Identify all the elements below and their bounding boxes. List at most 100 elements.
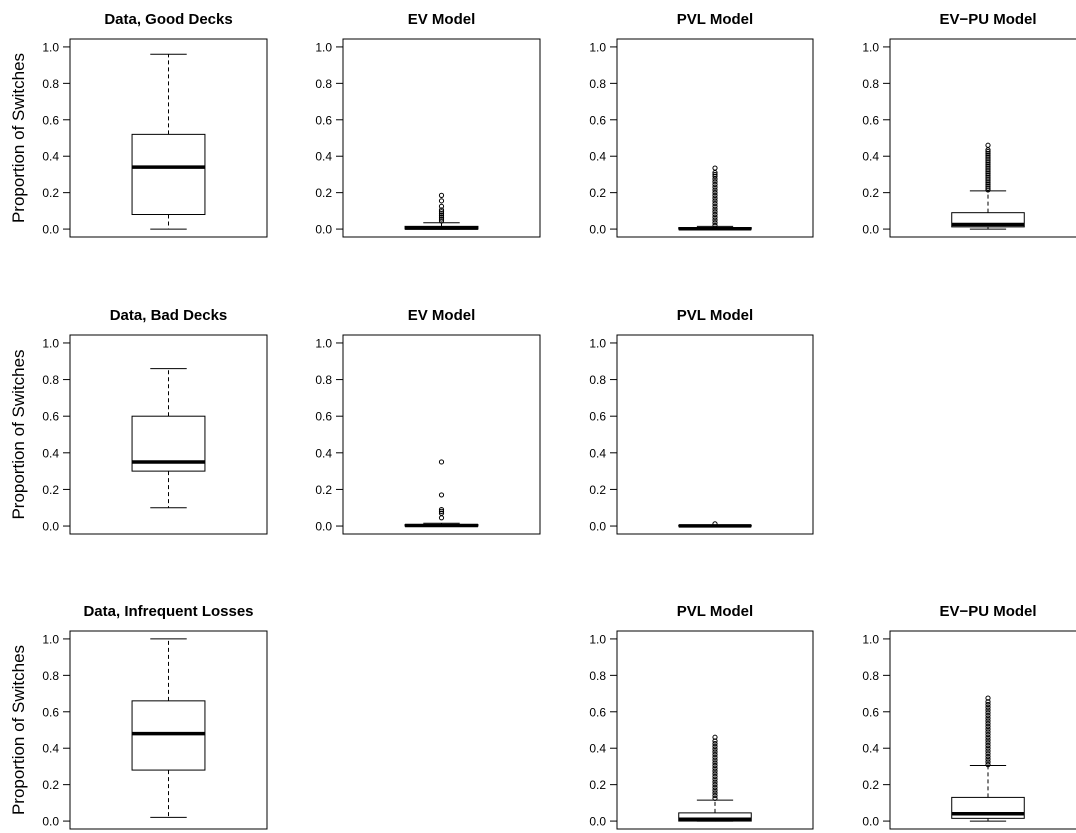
outlier-point bbox=[712, 190, 718, 196]
panel-title: EV Model bbox=[408, 307, 476, 324]
outlier-point bbox=[438, 508, 445, 514]
outlier-point bbox=[712, 784, 718, 790]
outlier-point bbox=[985, 165, 991, 171]
iqr-box bbox=[131, 700, 206, 771]
panel-title: PVL Model bbox=[677, 307, 753, 324]
outlier-point bbox=[712, 738, 718, 744]
outlier-point bbox=[985, 150, 991, 157]
outlier-point bbox=[985, 707, 991, 713]
y-tick-label: 0.0 bbox=[862, 815, 879, 829]
outlier-point bbox=[985, 169, 991, 175]
outlier-point bbox=[438, 515, 445, 521]
iqr-box bbox=[678, 812, 752, 822]
outlier-point bbox=[712, 776, 718, 782]
outlier-point bbox=[985, 704, 991, 710]
outlier-point bbox=[712, 171, 718, 178]
y-axis-label: Proportion of Switches bbox=[9, 53, 28, 223]
y-tick-label: 0.0 bbox=[315, 223, 332, 237]
outlier-point bbox=[438, 216, 445, 222]
outlier-point bbox=[985, 715, 991, 721]
outlier-point bbox=[985, 729, 991, 735]
outlier-point bbox=[712, 765, 718, 771]
y-tick-label: 0.8 bbox=[862, 77, 879, 91]
outlier-point bbox=[985, 699, 991, 705]
outlier-point bbox=[712, 792, 718, 799]
outlier-point bbox=[712, 198, 718, 204]
plot-frame bbox=[889, 630, 1076, 830]
plot-frame bbox=[616, 630, 814, 830]
outlier-point bbox=[438, 459, 445, 465]
y-tick-label: 0.0 bbox=[589, 223, 606, 237]
panel-title: EV−PU Model bbox=[939, 603, 1036, 620]
outlier-point bbox=[712, 195, 718, 201]
outlier-point bbox=[438, 209, 445, 215]
panel-title: Data, Bad Decks bbox=[110, 307, 228, 324]
outlier-point bbox=[712, 181, 718, 188]
plot-frame bbox=[342, 38, 541, 238]
y-tick-label: 0.4 bbox=[589, 446, 606, 460]
outlier-point bbox=[985, 187, 991, 193]
outlier-point bbox=[712, 795, 718, 801]
boxplot-panel: PVL Model 0.0 0.2 0.4 0.6 0.8 1.0 bbox=[589, 603, 814, 830]
outlier-point bbox=[438, 207, 445, 213]
outlier-point bbox=[712, 734, 718, 740]
outlier-point bbox=[712, 779, 718, 785]
y-axis-label: Proportion of Switches bbox=[9, 349, 28, 519]
plot-frame bbox=[69, 630, 268, 830]
outlier-point bbox=[985, 710, 991, 716]
outlier-point bbox=[985, 178, 991, 184]
outlier-point bbox=[712, 184, 718, 190]
outlier-point bbox=[985, 742, 991, 749]
outlier-point bbox=[712, 209, 718, 215]
outlier-point bbox=[985, 737, 991, 743]
y-tick-label: 0.4 bbox=[42, 446, 59, 460]
outlier-point bbox=[712, 787, 718, 793]
outlier-point bbox=[985, 163, 991, 169]
y-tick-label: 0.8 bbox=[589, 373, 606, 387]
outlier-point bbox=[985, 176, 991, 182]
plot-frame bbox=[342, 334, 541, 535]
y-tick-label: 0.2 bbox=[862, 778, 879, 792]
y-tick-label: 0.8 bbox=[315, 77, 332, 91]
y-tick-label: 1.0 bbox=[589, 632, 606, 646]
y-tick-label: 0.6 bbox=[589, 705, 606, 719]
outlier-point bbox=[985, 185, 991, 191]
boxplot-panel: EV Model 0.0 0.2 0.4 0.6 0.8 1.0 bbox=[315, 307, 541, 535]
y-tick-label: 0.0 bbox=[862, 223, 879, 237]
outlier-point bbox=[438, 203, 445, 209]
outlier-point bbox=[712, 192, 718, 198]
y-tick-label: 0.0 bbox=[42, 520, 59, 534]
outlier-point bbox=[712, 187, 718, 193]
outlier-point bbox=[438, 506, 445, 513]
panel-title: Data, Good Decks bbox=[104, 11, 232, 28]
plot-frame bbox=[616, 38, 814, 238]
outlier-point bbox=[985, 159, 991, 166]
y-tick-label: 0.2 bbox=[589, 483, 606, 497]
y-tick-label: 0.0 bbox=[589, 520, 606, 534]
y-tick-label: 1.0 bbox=[315, 336, 332, 350]
outlier-point bbox=[985, 180, 991, 186]
y-tick-label: 0.2 bbox=[42, 483, 59, 497]
outlier-point bbox=[985, 152, 991, 158]
y-tick-label: 0.2 bbox=[42, 186, 59, 200]
y-tick-label: 0.4 bbox=[862, 150, 879, 164]
outlier-point bbox=[712, 762, 718, 769]
y-tick-label: 0.8 bbox=[42, 77, 59, 91]
y-tick-label: 1.0 bbox=[589, 336, 606, 350]
plot-frame bbox=[69, 38, 268, 238]
panel-title: PVL Model bbox=[677, 11, 753, 28]
outlier-point bbox=[712, 220, 718, 226]
outlier-point bbox=[985, 170, 991, 177]
y-tick-label: 0.0 bbox=[589, 815, 606, 829]
outlier-point bbox=[712, 206, 718, 212]
outlier-point bbox=[985, 172, 991, 178]
y-tick-label: 1.0 bbox=[42, 336, 59, 350]
outlier-point bbox=[712, 203, 718, 209]
boxplot-panel: Data, Infrequent Losses 0.0 0.2 0.4 0.6 0.8 1.… bbox=[9, 603, 268, 830]
y-tick-label: 0.4 bbox=[315, 446, 332, 460]
y-tick-label: 0.0 bbox=[42, 223, 59, 237]
y-tick-label: 1.0 bbox=[589, 40, 606, 54]
outlier-point bbox=[712, 179, 718, 185]
y-tick-label: 0.8 bbox=[589, 669, 606, 683]
y-tick-label: 0.2 bbox=[589, 186, 606, 200]
